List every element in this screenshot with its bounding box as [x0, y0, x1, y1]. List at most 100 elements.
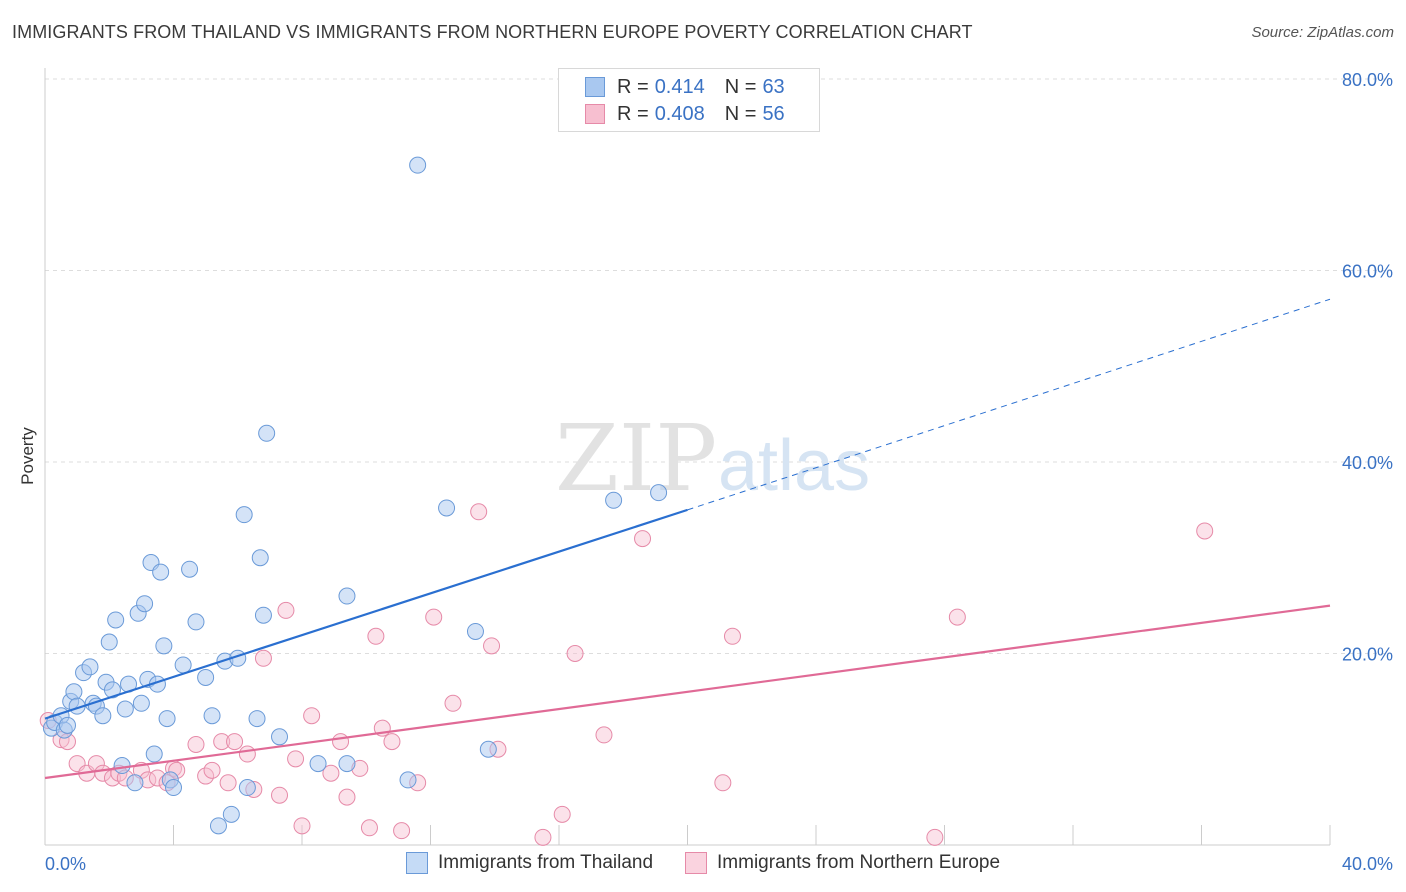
- data-point-northern-europe: [367, 627, 385, 645]
- series-thailand-points: [42, 156, 668, 835]
- x-tick-label-max: 40.0%: [1342, 854, 1393, 874]
- data-point-thailand: [174, 656, 192, 674]
- y-tick-label: 60.0%: [1342, 262, 1393, 282]
- y-tick-label: 20.0%: [1342, 645, 1393, 665]
- data-point-thailand: [116, 700, 134, 718]
- legend-r-value: 0.408: [654, 102, 705, 125]
- data-point-northern-europe: [219, 774, 237, 792]
- legend-row-northern-europe: R = 0.408 N = 56: [585, 101, 785, 127]
- data-point-thailand: [107, 611, 125, 629]
- data-point-northern-europe: [271, 786, 289, 804]
- data-point-northern-europe: [303, 707, 321, 725]
- data-point-northern-europe: [1196, 522, 1214, 540]
- data-point-thailand: [222, 805, 240, 823]
- data-point-northern-europe: [926, 828, 944, 846]
- data-point-thailand: [238, 779, 256, 797]
- y-tick-label: 80.0%: [1342, 70, 1393, 90]
- data-point-northern-europe: [470, 503, 488, 521]
- data-point-thailand: [103, 681, 121, 699]
- data-point-thailand: [113, 757, 131, 775]
- data-point-thailand: [466, 622, 484, 640]
- data-point-northern-europe: [948, 608, 966, 626]
- data-point-northern-europe: [332, 733, 350, 751]
- tick-labels: 20.0% 40.0% 60.0% 80.0% 0.0% 40.0%: [45, 70, 1393, 874]
- watermark-atlas: atlas: [718, 426, 870, 506]
- stats-legend: R = 0.414 N = 63 R = 0.408 N = 56: [558, 68, 820, 132]
- legend-label-thailand: Immigrants from Thailand: [437, 852, 654, 873]
- trend-line-thailand-projection: [687, 298, 1331, 511]
- data-point-thailand: [209, 817, 227, 835]
- legend-r-label: R =: [617, 75, 649, 98]
- watermark-zip: ZIP: [555, 405, 717, 512]
- data-point-northern-europe: [226, 733, 244, 751]
- source-label: Source: ZipAtlas.com: [1251, 24, 1394, 41]
- data-point-thailand: [235, 506, 253, 524]
- series-legend: Immigrants from Thailand Immigrants from…: [0, 852, 1406, 874]
- data-point-thailand: [94, 707, 112, 725]
- data-point-thailand: [58, 716, 76, 734]
- data-point-thailand: [338, 755, 356, 773]
- series-northern-europe-points: [39, 503, 1214, 846]
- trend-line-thailand: [44, 508, 688, 720]
- data-point-thailand: [251, 549, 269, 567]
- data-point-northern-europe: [293, 817, 311, 835]
- data-point-thailand: [145, 745, 163, 763]
- data-point-thailand: [338, 587, 356, 605]
- legend-n-label: N =: [724, 75, 757, 98]
- data-point-thailand: [187, 613, 205, 631]
- data-point-northern-europe: [483, 637, 501, 655]
- data-point-thailand: [152, 563, 170, 581]
- data-point-thailand: [65, 683, 83, 701]
- data-point-northern-europe: [213, 733, 231, 751]
- x-tick-label-min: 0.0%: [45, 854, 86, 874]
- data-point-thailand: [181, 560, 199, 578]
- data-point-northern-europe: [634, 530, 652, 548]
- data-point-northern-europe: [203, 761, 221, 779]
- data-point-thailand: [605, 491, 623, 509]
- data-point-northern-europe: [360, 819, 378, 837]
- legend-n-value: 56: [762, 102, 785, 125]
- data-point-thailand: [100, 633, 118, 651]
- axes: [44, 68, 1331, 846]
- data-point-northern-europe: [566, 645, 584, 662]
- chart-title: IMMIGRANTS FROM THAILAND VS IMMIGRANTS F…: [12, 22, 973, 42]
- data-point-northern-europe: [444, 694, 462, 712]
- watermark: ZIP atlas: [555, 405, 870, 512]
- data-point-thailand: [136, 595, 154, 613]
- y-axis-label: Poverty: [18, 427, 37, 485]
- data-point-thailand: [81, 658, 99, 676]
- data-point-northern-europe: [187, 735, 205, 753]
- data-point-northern-europe: [338, 788, 356, 806]
- data-point-thailand: [197, 668, 215, 686]
- data-point-thailand: [155, 637, 173, 655]
- data-point-northern-europe: [287, 750, 305, 768]
- data-point-northern-europe: [393, 822, 411, 840]
- data-point-thailand: [132, 694, 150, 712]
- data-point-northern-europe: [534, 828, 552, 846]
- legend-item-thailand: Immigrants from Thailand: [405, 852, 654, 874]
- data-point-thailand: [399, 771, 417, 789]
- data-point-northern-europe: [322, 764, 340, 782]
- data-point-northern-europe: [714, 774, 732, 792]
- legend-swatch-blue: [585, 77, 605, 97]
- data-point-thailand: [126, 774, 144, 792]
- data-point-thailand: [158, 710, 176, 728]
- data-point-thailand: [248, 710, 266, 728]
- data-point-thailand: [309, 755, 327, 773]
- data-point-northern-europe: [383, 733, 401, 751]
- y-tick-label: 40.0%: [1342, 453, 1393, 473]
- legend-n-label: N =: [724, 102, 757, 125]
- data-point-northern-europe: [723, 627, 741, 645]
- data-point-northern-europe: [197, 767, 215, 785]
- data-point-northern-europe: [277, 601, 295, 619]
- data-point-northern-europe: [238, 745, 256, 763]
- trend-line-northern-europe: [44, 604, 1331, 780]
- legend-swatch-pink: [685, 852, 708, 874]
- legend-swatch-blue: [405, 852, 428, 874]
- data-point-thailand: [438, 499, 456, 517]
- data-point-thailand: [258, 424, 276, 442]
- data-point-thailand: [165, 779, 182, 797]
- legend-row-thailand: R = 0.414 N = 63: [585, 74, 785, 100]
- trend-lines: [44, 298, 1331, 780]
